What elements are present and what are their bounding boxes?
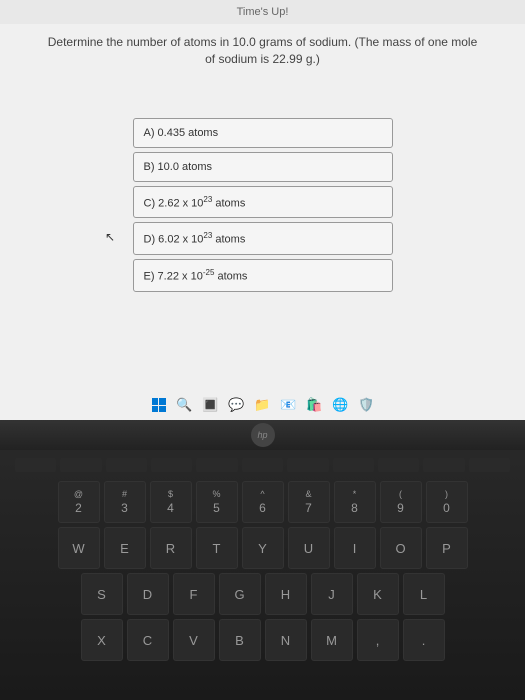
fn-key[interactable] xyxy=(378,458,419,472)
key-x[interactable]: X xyxy=(81,619,123,661)
edge-icon[interactable]: 🌐 xyxy=(332,396,350,414)
answers-container: A) 0.435 atoms B) 10.0 atoms C) 2.62 x 1… xyxy=(133,118,393,292)
fn-key[interactable] xyxy=(15,458,56,472)
hp-logo-icon: hp xyxy=(251,423,275,447)
fn-key[interactable] xyxy=(333,458,374,472)
explorer-icon[interactable]: 📁 xyxy=(254,396,272,414)
function-key-row xyxy=(0,450,525,476)
key-b[interactable]: B xyxy=(219,619,261,661)
cursor-icon: ↖ xyxy=(105,230,115,244)
times-up-label: Time's Up! xyxy=(237,6,289,18)
security-icon[interactable]: 🛡️ xyxy=(358,396,376,414)
asdf-row: SDFGHJKL xyxy=(10,573,515,615)
key-v[interactable]: V xyxy=(173,619,215,661)
answer-option-a[interactable]: A) 0.435 atoms xyxy=(133,118,393,148)
key-7[interactable]: &7 xyxy=(288,481,330,523)
key-t[interactable]: T xyxy=(196,527,238,569)
key-4[interactable]: $4 xyxy=(150,481,192,523)
key-c[interactable]: C xyxy=(127,619,169,661)
fn-key[interactable] xyxy=(469,458,510,472)
key-m[interactable]: M xyxy=(311,619,353,661)
answer-option-b[interactable]: B) 10.0 atoms xyxy=(133,152,393,182)
key-d[interactable]: D xyxy=(127,573,169,615)
fn-key[interactable] xyxy=(423,458,464,472)
key-2[interactable]: @2 xyxy=(58,481,100,523)
key-3[interactable]: #3 xyxy=(104,481,146,523)
laptop-screen: Time's Up! Determine the number of atoms… xyxy=(0,0,525,420)
key-0[interactable]: )0 xyxy=(426,481,468,523)
key-g[interactable]: G xyxy=(219,573,261,615)
key-r[interactable]: R xyxy=(150,527,192,569)
fn-key[interactable] xyxy=(60,458,101,472)
answer-option-c[interactable]: C) 2.62 x 1023 atoms xyxy=(133,186,393,219)
question-area: Determine the number of atoms in 10.0 gr… xyxy=(0,24,525,306)
chat-icon[interactable]: 💬 xyxy=(228,396,246,414)
key-l[interactable]: L xyxy=(403,573,445,615)
key-k[interactable]: K xyxy=(357,573,399,615)
search-icon[interactable]: 🔍 xyxy=(176,396,194,414)
store-icon[interactable]: 🛍️ xyxy=(306,396,324,414)
key-w[interactable]: W xyxy=(58,527,100,569)
fn-key[interactable] xyxy=(287,458,328,472)
widgets-icon[interactable]: 🔳 xyxy=(202,396,220,414)
key-6[interactable]: ^6 xyxy=(242,481,284,523)
key-n[interactable]: N xyxy=(265,619,307,661)
key-i[interactable]: I xyxy=(334,527,376,569)
quiz-header: Time's Up! xyxy=(0,0,525,24)
key-5[interactable]: %5 xyxy=(196,481,238,523)
key-8[interactable]: *8 xyxy=(334,481,376,523)
key-9[interactable]: (9 xyxy=(380,481,422,523)
key-j[interactable]: J xyxy=(311,573,353,615)
answer-option-d[interactable]: D) 6.02 x 1023 atoms xyxy=(133,222,393,255)
keyboard: @2#3$4%5^6&7*8(9)0 WERTYUIOP SDFGHJKL XC… xyxy=(0,476,525,670)
start-button[interactable] xyxy=(150,396,168,414)
mail-icon[interactable]: 📧 xyxy=(280,396,298,414)
qwerty-row: WERTYUIOP xyxy=(10,527,515,569)
answer-option-e[interactable]: E) 7.22 x 10-25 atoms xyxy=(133,259,393,292)
fn-key[interactable] xyxy=(106,458,147,472)
number-row: @2#3$4%5^6&7*8(9)0 xyxy=(10,481,515,523)
taskbar: 🔍 🔳 💬 📁 📧 🛍️ 🌐 🛡️ xyxy=(0,390,525,420)
laptop-hinge: hp xyxy=(0,420,525,450)
key-e[interactable]: E xyxy=(104,527,146,569)
key-.[interactable]: . xyxy=(403,619,445,661)
key-u[interactable]: U xyxy=(288,527,330,569)
key-,[interactable]: , xyxy=(357,619,399,661)
key-o[interactable]: O xyxy=(380,527,422,569)
key-s[interactable]: S xyxy=(81,573,123,615)
laptop-body: hp @2#3$4%5^6&7*8(9)0 WERTYUIOP SDFGHJKL… xyxy=(0,420,525,700)
key-y[interactable]: Y xyxy=(242,527,284,569)
zxcv-row: XCVBNM,. xyxy=(10,619,515,661)
key-f[interactable]: F xyxy=(173,573,215,615)
key-p[interactable]: P xyxy=(426,527,468,569)
fn-key[interactable] xyxy=(151,458,192,472)
question-text: Determine the number of atoms in 10.0 gr… xyxy=(30,34,495,68)
fn-key[interactable] xyxy=(196,458,237,472)
key-h[interactable]: H xyxy=(265,573,307,615)
fn-key[interactable] xyxy=(242,458,283,472)
